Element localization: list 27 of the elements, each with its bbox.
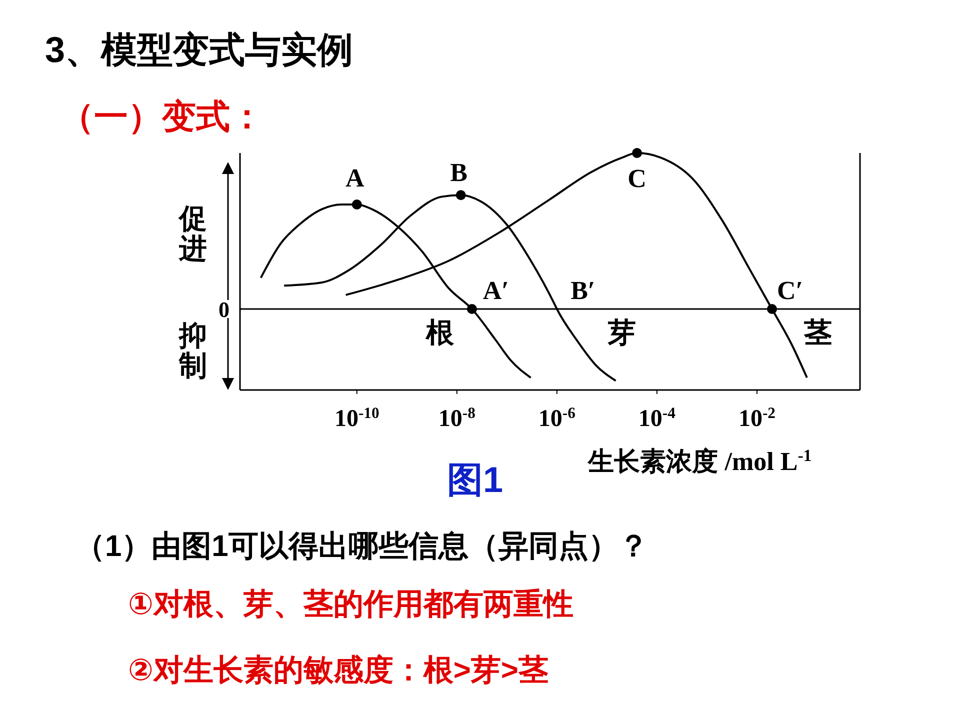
x-tick-label: 10$^{-8}$	[438, 404, 476, 432]
point	[767, 304, 777, 314]
point	[456, 190, 466, 200]
annotation: 根	[425, 318, 455, 349]
point	[352, 199, 362, 210]
annotation: A′	[482, 276, 509, 305]
x-tick-label: 10$^{-6}$	[538, 404, 576, 432]
x-tick-label: 10$^{-4}$	[638, 404, 676, 432]
text: ①对根、芽、茎的作用都有两重性	[128, 588, 574, 621]
x-tick-label: 10$^{-2}$	[738, 404, 776, 432]
chart-title: 3、模型变式与实例	[45, 29, 354, 70]
text: 抑制	[178, 321, 207, 382]
x-tick-label: 10$^{-10}$	[334, 404, 380, 432]
annotation: C′	[776, 276, 804, 305]
text: 促进	[178, 204, 207, 265]
text: 0	[218, 297, 230, 322]
caption: 图1	[446, 459, 504, 500]
text: （1）由图1可以得出哪些信息（异同点）？	[75, 530, 648, 563]
annotation: B′	[570, 276, 596, 305]
x-axis-title: 生长素浓度 /mol L$^{-1}$	[587, 446, 812, 476]
chart-subtitle: （一）变式：	[60, 98, 264, 136]
annotation: B	[450, 158, 468, 188]
text: ②对生长素的敏感度：根>芽>茎	[128, 653, 548, 687]
annotation: C	[628, 164, 646, 193]
annotation: A	[345, 163, 364, 192]
annotation: 芽	[607, 318, 636, 349]
annotation: 茎	[803, 318, 832, 349]
